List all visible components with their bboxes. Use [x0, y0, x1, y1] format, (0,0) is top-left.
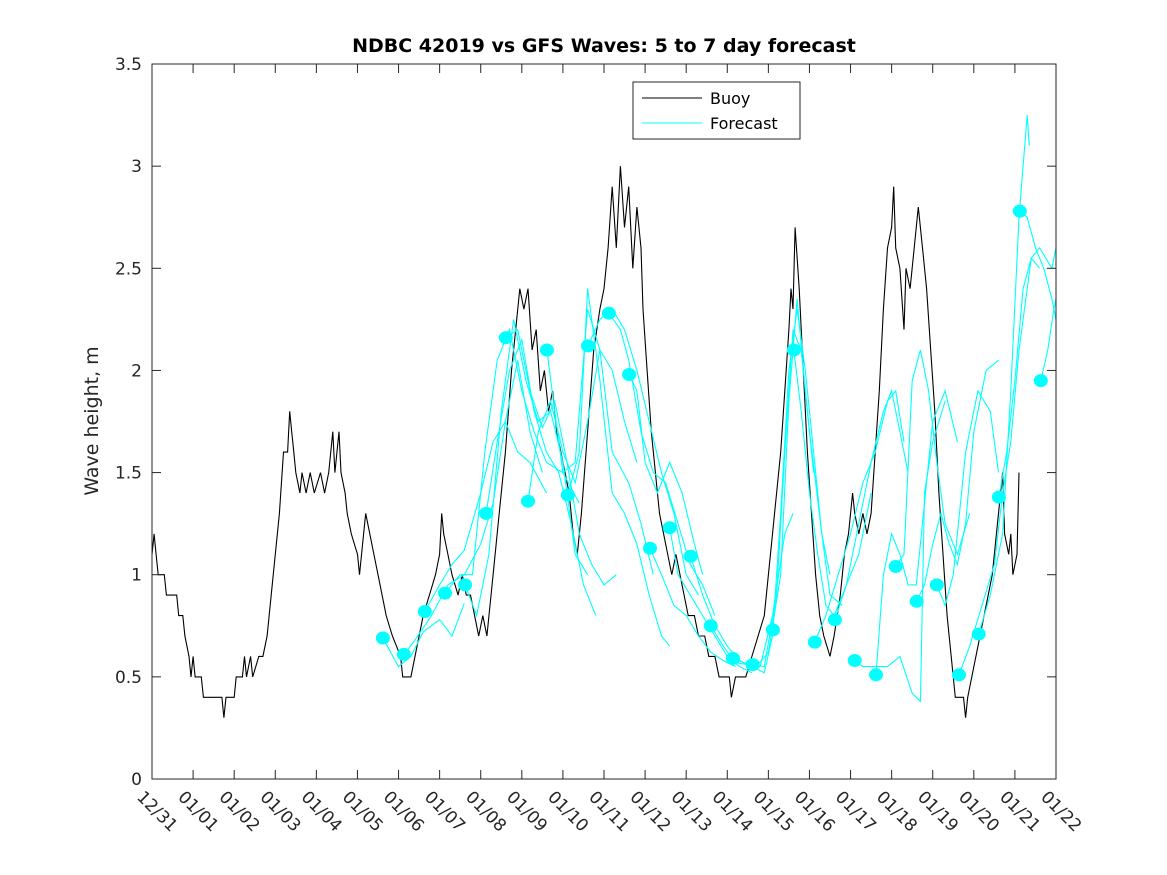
plot-series-group: [152, 115, 1056, 718]
forecast-run-line-32: [1040, 298, 1056, 381]
legend-buoy-label: Buoy: [710, 89, 750, 108]
forecast-run-line-13: [649, 547, 736, 668]
forecast-marker-14: [662, 521, 677, 535]
forecast-marker-1: [396, 647, 411, 661]
forecast-marker-8: [539, 343, 554, 357]
buoy-series-line: [152, 166, 1020, 718]
forecast-run-line-19: [772, 309, 843, 630]
forecast-marker-3: [438, 586, 452, 600]
y-tick-label-5: 2.5: [115, 259, 142, 279]
forecast-run-line-5: [485, 337, 597, 616]
forecast-marker-28: [952, 668, 966, 682]
forecast-marker-19: [765, 623, 780, 637]
forecast-marker-9: [560, 488, 575, 502]
forecast-marker-31: [1012, 204, 1027, 218]
forecast-run-line-24: [875, 389, 958, 675]
forecast-marker-30: [991, 490, 1006, 504]
forecast-marker-18: [745, 658, 760, 672]
forecast-run-line-7: [527, 348, 638, 502]
y-tick-label-3: 1.5: [115, 464, 142, 484]
chart-title: NDBC 42019 vs GFS Waves: 5 to 7 day fore…: [352, 35, 856, 57]
forecast-marker-17: [726, 652, 740, 665]
forecast-run-line-1: [403, 360, 543, 655]
series-layer: [152, 115, 1056, 718]
legend: Buoy Forecast: [632, 81, 801, 140]
y-axis-label: Wave height, m: [81, 346, 103, 495]
forecast-run-line-29: [978, 115, 1030, 635]
forecast-run-line-27: [936, 389, 1000, 608]
y-tick-label-7: 3.5: [115, 55, 142, 75]
y-tick-label-4: 2: [131, 361, 142, 381]
forecast-marker-7: [521, 494, 535, 508]
forecast-run-line-21: [814, 389, 905, 643]
forecast-marker-0: [375, 631, 390, 645]
forecast-marker-2: [417, 605, 432, 618]
y-tick-label-2: 1: [131, 566, 142, 586]
forecast-marker-4: [458, 578, 473, 592]
forecast-run-line-20: [793, 349, 872, 617]
forecast-run-line-0: [382, 603, 465, 668]
forecast-run-line-26: [916, 359, 999, 602]
forecast-marker-15: [683, 549, 698, 563]
y-tick-label-1: 0.5: [115, 668, 142, 688]
forecast-run-line-6: [505, 328, 617, 586]
y-tick-label-6: 3: [131, 157, 142, 177]
forecast-run-line-12: [628, 374, 704, 575]
forecast-marker-5: [479, 506, 494, 520]
forecast-marker-27: [929, 578, 944, 592]
forecast-marker-32: [1033, 374, 1048, 388]
forecast-marker-26: [909, 594, 924, 608]
forecast-marker-21: [807, 635, 822, 649]
forecast-run-line-22: [834, 388, 909, 620]
forecast-run-line-9: [567, 288, 671, 647]
forecast-marker-20: [786, 343, 801, 357]
forecast-marker-24: [869, 668, 883, 682]
legend-forecast-label: Forecast: [710, 114, 778, 133]
forecast-run-line-31: [1019, 210, 1056, 320]
forecast-marker-16: [703, 619, 718, 633]
forecast-marker-13: [643, 541, 657, 555]
forecast-run-line-3: [444, 327, 580, 594]
forecast-marker-12: [622, 368, 637, 381]
forecast-run-line-25: [895, 349, 971, 567]
y-tick-label-0: 0: [131, 770, 142, 790]
forecast-run-line-2: [424, 420, 547, 612]
legend-box: [632, 81, 801, 140]
forecast-marker-11: [601, 306, 616, 320]
forecast-marker-6: [498, 331, 513, 345]
forecast-run-line-8: [546, 308, 654, 575]
forecast-marker-10: [581, 339, 595, 353]
forecast-marker-25: [888, 560, 903, 573]
forecast-run-line-18: [752, 329, 831, 668]
forecast-marker-29: [971, 627, 986, 641]
forecast-marker-22: [827, 613, 842, 627]
forecast-run-line-30: [998, 246, 1056, 498]
forecast-marker-23: [847, 654, 862, 667]
